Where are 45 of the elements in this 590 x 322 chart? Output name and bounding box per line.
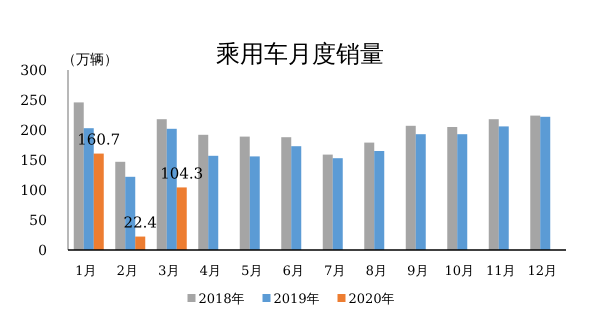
y-tick-label: 200 — [20, 123, 47, 139]
x-tick-label: 5月 — [241, 264, 262, 279]
bar — [540, 116, 550, 250]
bar — [281, 137, 292, 250]
bar — [530, 116, 540, 250]
bar — [240, 136, 250, 250]
bar — [115, 162, 126, 250]
legend-label: 2020年 — [348, 292, 395, 307]
x-tick-label: 2月 — [116, 264, 138, 279]
bar — [498, 126, 509, 250]
bar — [457, 134, 468, 250]
bar — [250, 156, 260, 250]
x-tick-label: 3月 — [158, 264, 180, 279]
bar — [135, 236, 146, 250]
chart-title: 乘用车月度销量 — [216, 40, 384, 68]
y-tick-label: 150 — [20, 153, 47, 169]
bar — [488, 119, 499, 250]
bar — [332, 158, 343, 250]
x-tick-label: 1月 — [75, 264, 96, 279]
bar — [406, 126, 416, 250]
bar — [291, 146, 302, 250]
x-tick-label: 10月 — [444, 264, 474, 279]
bar — [94, 154, 104, 250]
y-tick-label: 0 — [38, 243, 47, 259]
legend-label: 2018年 — [198, 292, 245, 307]
x-tick-label: 4月 — [200, 264, 221, 279]
x-tick-label: 6月 — [282, 264, 304, 279]
bar — [416, 134, 426, 250]
y-tick-label: 100 — [20, 183, 47, 199]
y-tick-label: 300 — [20, 63, 47, 79]
x-tick-label: 12月 — [527, 264, 558, 279]
x-tick-label: 11月 — [486, 264, 516, 279]
y-tick-label: 50 — [29, 213, 47, 229]
x-tick-label: 7月 — [324, 264, 346, 279]
bar — [322, 154, 333, 250]
y-axis-title: （万辆） — [62, 52, 118, 68]
bar — [208, 156, 218, 250]
y-tick-label: 250 — [20, 93, 47, 109]
bar — [176, 187, 187, 250]
bar — [374, 151, 384, 250]
legend-label: 2019年 — [274, 292, 320, 307]
x-tick-label: 8月 — [366, 264, 387, 279]
bar — [364, 142, 374, 250]
bar — [447, 127, 458, 250]
x-tick-label: 9月 — [407, 264, 428, 279]
